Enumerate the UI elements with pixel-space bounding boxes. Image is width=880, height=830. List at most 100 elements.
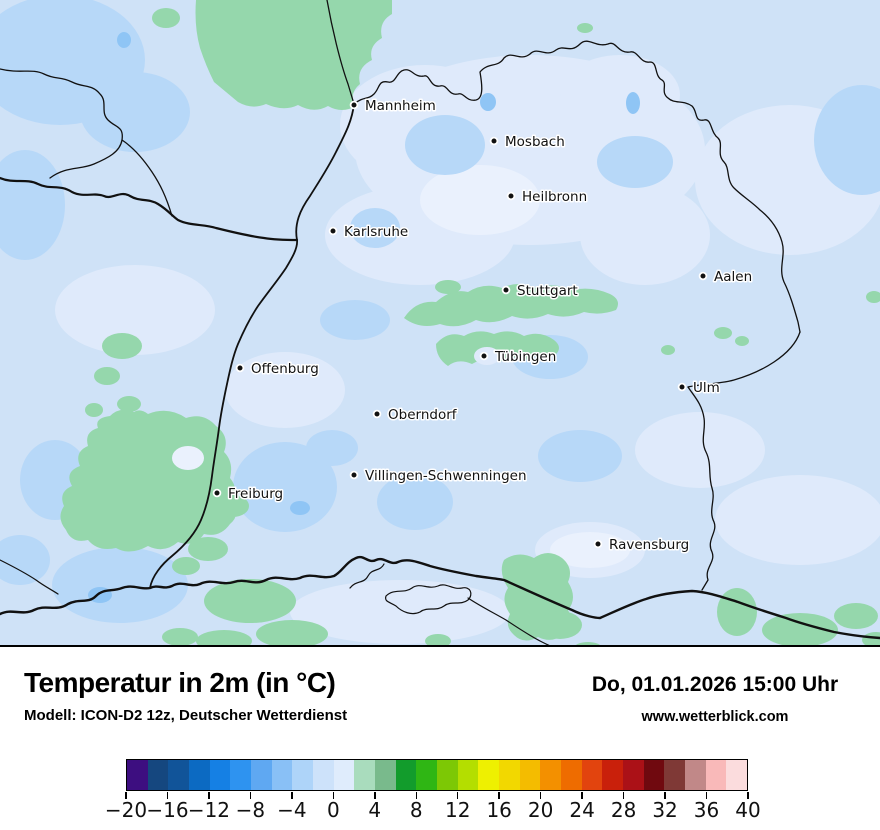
city-dot (349, 100, 359, 110)
tick-mark-32 (664, 792, 666, 799)
tick-mark-24 (581, 792, 583, 799)
tick-label-32: 32 (652, 798, 678, 822)
tick-mark-16 (498, 792, 500, 799)
city-layer: Mannheim Mosbach Heilbronn Karlsruhe Aalen St… (212, 97, 754, 555)
city-marker-karlsruhe: Karlsruhe (328, 223, 410, 242)
border-to-ulm (687, 331, 801, 388)
colorbar-segment-36 (705, 760, 727, 790)
colorbar-segment-38 (726, 760, 748, 790)
colorbar-segment--2 (313, 760, 334, 790)
city-label: Stuttgart (517, 283, 578, 299)
city-label: Mosbach (505, 134, 565, 150)
colorbar-segment-10 (437, 760, 458, 790)
political-borders (0, 0, 880, 645)
colorbar-segment-6 (395, 760, 417, 790)
colorbar-segment-22 (561, 760, 582, 790)
city-label: Offenburg (251, 361, 319, 377)
border-france-west (0, 176, 299, 242)
city-dot (501, 285, 511, 295)
border-lake-shore (467, 597, 550, 645)
forecast-datetime: Do, 01.01.2026 15:00 Uhr (591, 673, 839, 696)
temperature-colorbar (126, 759, 748, 791)
colorbar-segment-28 (623, 760, 644, 790)
colorbar-segment--14 (189, 760, 210, 790)
city-marker-heilbronn: Heilbronn (506, 188, 589, 207)
colorbar-segment--16 (168, 760, 190, 790)
colorbar-segment-20 (540, 760, 562, 790)
city-dot (212, 488, 222, 498)
city-label: Heilbronn (522, 189, 587, 205)
colorbar-segment-30 (643, 760, 665, 790)
city-dot (235, 363, 245, 373)
city-dot (593, 539, 603, 549)
tick-label-12: 12 (444, 798, 471, 822)
map-canvas: Mannheim Mosbach Heilbronn Karlsruhe Aalen St… (0, 0, 880, 645)
border-palatinate-branch (121, 139, 173, 217)
tick-label-20: 20 (527, 798, 554, 822)
model-info: Modell: ICON-D2 12z, Deutscher Wetterdie… (24, 707, 348, 724)
map-footer: Temperatur in 2m (in °C) Modell: ICON-D2… (0, 647, 880, 830)
city-dot (328, 226, 338, 236)
tick-mark-40 (747, 792, 749, 799)
colorbar-segment-12 (457, 760, 479, 790)
border-switzerland (0, 555, 880, 640)
tick-mark-12 (456, 792, 459, 799)
tick-mark-8 (415, 792, 418, 799)
city-marker-mosbach: Mosbach (489, 133, 566, 152)
city-label: Ravensburg (609, 537, 689, 553)
border-palatinate (0, 68, 123, 179)
colorbar-segment-0 (333, 760, 355, 790)
border-basel-corner (0, 559, 59, 595)
city-label: Ulm (693, 380, 720, 396)
city-label: Freiburg (228, 486, 283, 502)
tick-label-28: 28 (610, 798, 637, 822)
city-dot (479, 351, 489, 361)
border-rhine-north (326, 0, 355, 105)
tick-label-40: 40 (735, 798, 761, 822)
colorbar-segment--4 (292, 760, 314, 790)
tick-label-16: 16 (486, 798, 512, 822)
city-dot (489, 136, 499, 146)
footer-right-column: Do, 01.01.2026 15:00 Uhr www.wetterblick… (572, 647, 858, 747)
border-schaffhausen (385, 584, 472, 615)
city-dot (349, 470, 359, 480)
city-marker-oberndorf: Oberndorf (372, 406, 459, 425)
city-marker-offenburg: Offenburg (235, 360, 320, 379)
colorbar-segment--18 (147, 760, 169, 790)
city-dot (372, 409, 382, 419)
city-marker-mannheim: Mannheim (349, 97, 437, 116)
colorbar-segment--12 (209, 760, 231, 790)
colorbar-segment-16 (499, 760, 520, 790)
tick-label--12: −12 (187, 798, 231, 822)
tick-mark-20 (539, 792, 542, 799)
city-marker-aalen: Aalen (698, 268, 754, 287)
colorbar-segment-4 (375, 760, 396, 790)
mild-patches (55, 55, 880, 644)
city-marker-freiburg: Freiburg (212, 485, 285, 504)
colorbar-segment-34 (685, 760, 706, 790)
city-marker-villingen-schwenningen: Villingen-Schwenningen (349, 467, 528, 486)
city-marker-ravensburg: Ravensburg (593, 536, 691, 555)
city-label: Mannheim (365, 98, 436, 114)
city-label: Karlsruhe (344, 224, 408, 240)
colorbar-segment-2 (354, 760, 376, 790)
tick-label-8: 8 (409, 798, 423, 822)
colorbar-segment-14 (478, 760, 500, 790)
colorbar-segment-8 (416, 760, 438, 790)
tick-mark--16 (166, 792, 169, 799)
city-marker-t-bingen: Tübingen (479, 348, 558, 367)
border-hochrhein (349, 563, 385, 589)
page-title: Temperatur in 2m (in °C) (24, 667, 336, 698)
tick-mark-36 (705, 792, 708, 799)
tick-label--16: −16 (146, 798, 189, 822)
border-north-east (353, 40, 801, 333)
colorbar-segment--10 (230, 760, 252, 790)
border-rhine (149, 103, 355, 589)
tick-label--8: −8 (235, 798, 266, 822)
city-label: Villingen-Schwenningen (365, 468, 527, 484)
city-marker-stuttgart: Stuttgart (501, 282, 579, 301)
tick-mark--8 (249, 792, 252, 799)
city-label: Aalen (714, 269, 752, 285)
mildest-patches (420, 165, 630, 568)
tick-label--4: −4 (277, 798, 307, 822)
